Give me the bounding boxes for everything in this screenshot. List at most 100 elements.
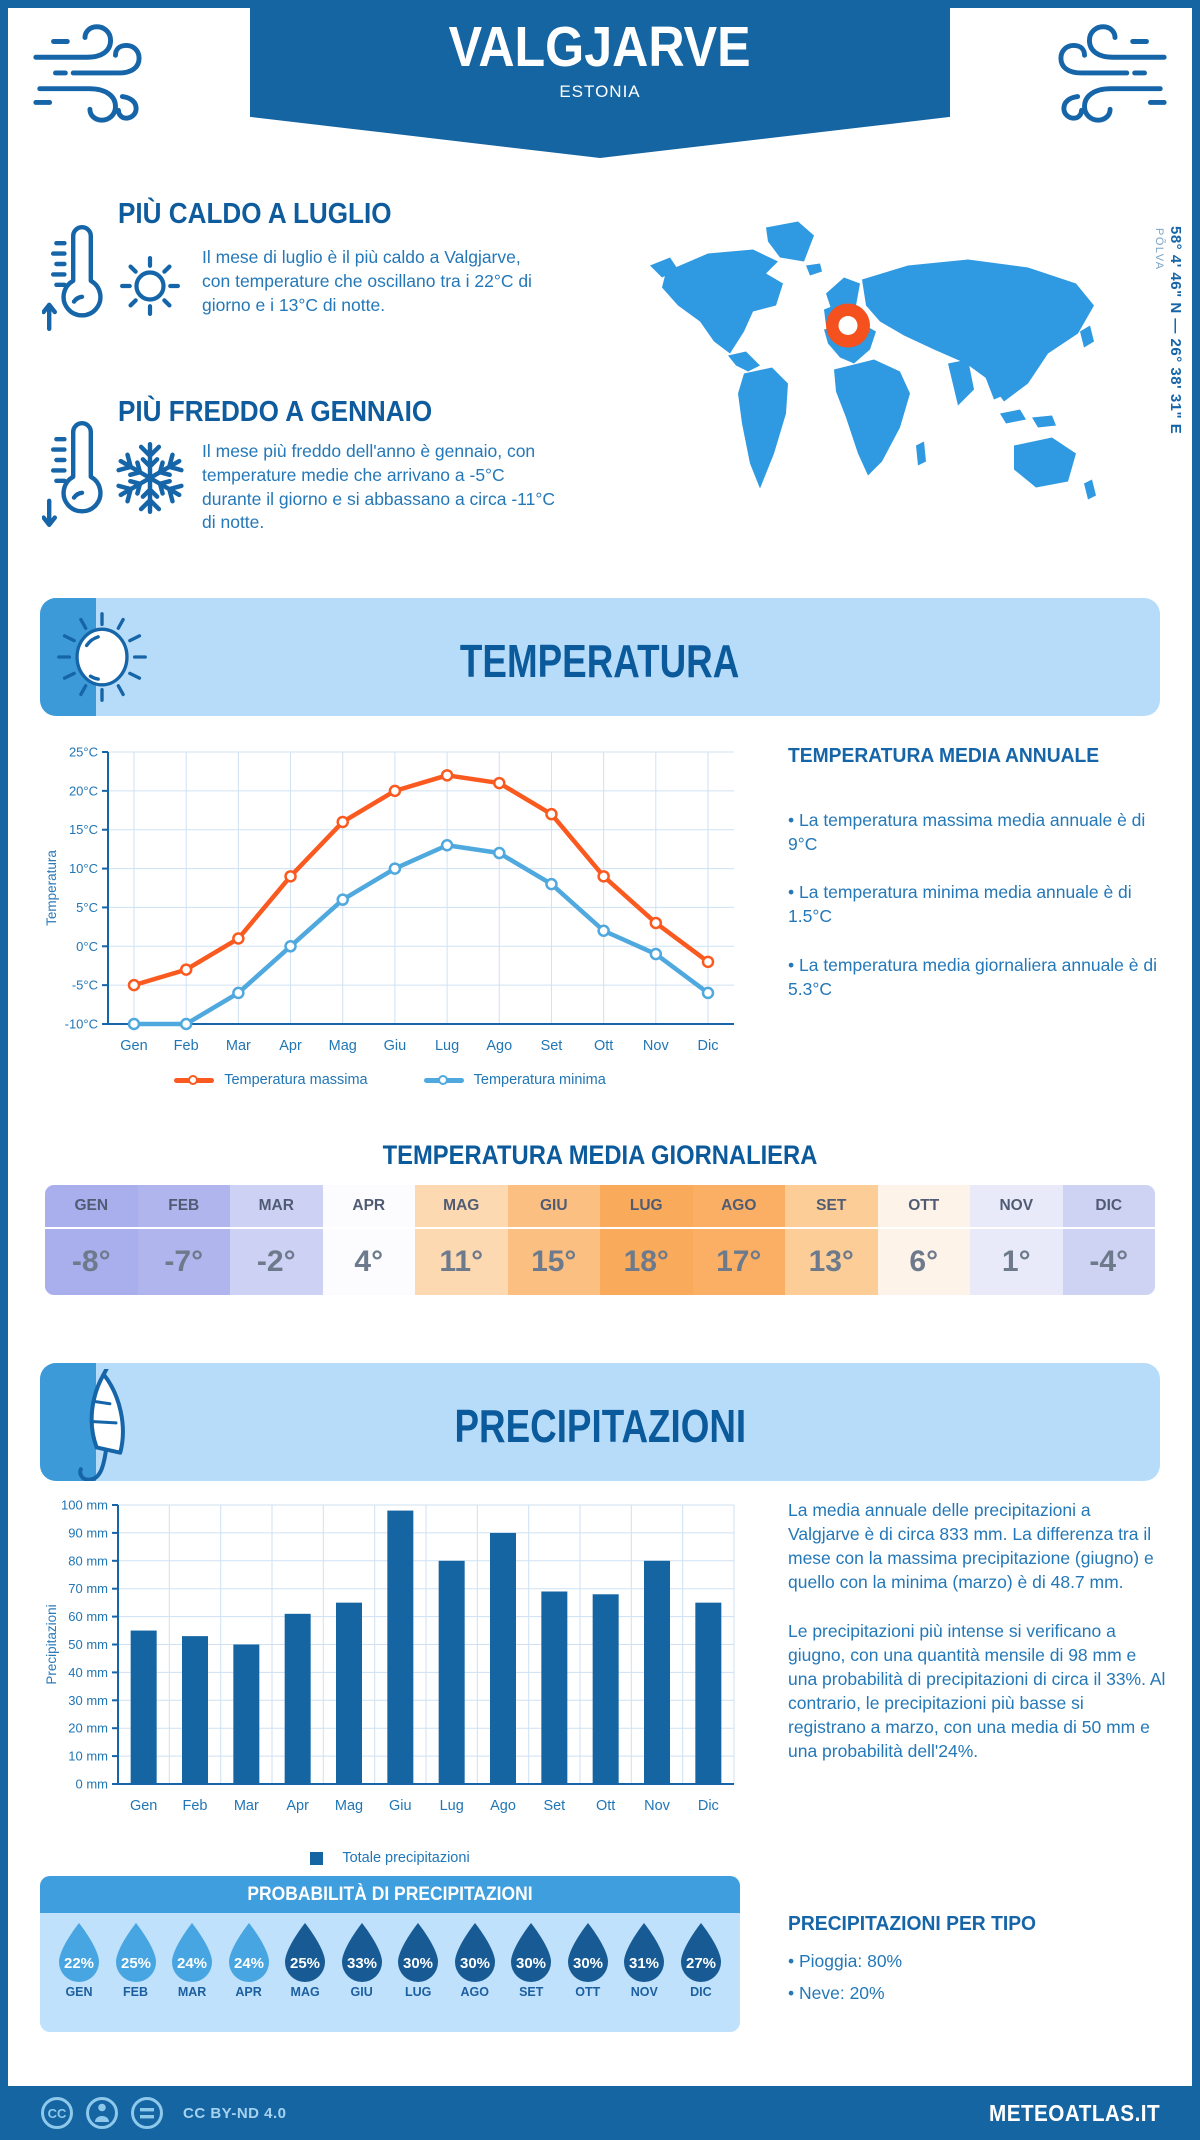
drop-month-label: FEB	[123, 1985, 149, 1999]
raindrop-icon: 27%	[680, 1923, 721, 1982]
svg-text:30 mm: 30 mm	[68, 1693, 108, 1708]
precip-legend-swatch	[310, 1851, 324, 1865]
month-cell: DIC -4°	[1062, 1185, 1155, 1295]
svg-text:25%: 25%	[121, 1955, 151, 1972]
svg-text:Nov: Nov	[644, 1798, 671, 1814]
month-label: NOV	[970, 1185, 1063, 1229]
page-title: VALGJARVE	[449, 15, 751, 79]
month-cell: LUG 18°	[600, 1185, 693, 1295]
svg-text:24%: 24%	[177, 1955, 207, 1972]
month-cell: OTT 6°	[877, 1185, 970, 1295]
svg-text:Apr: Apr	[286, 1798, 309, 1814]
probability-drop: 25% FEB	[109, 1921, 163, 1999]
month-value: 4°	[354, 1245, 384, 1278]
precip-probability-panel: PROBABILITÀ DI PRECIPITAZIONI 22% GEN 25% F…	[40, 1876, 740, 2032]
svg-text:Dic: Dic	[698, 1798, 719, 1814]
probability-drop: 31% NOV	[617, 1921, 671, 1999]
month-cell: GEN -8°	[45, 1185, 138, 1295]
svg-text:30%: 30%	[403, 1955, 433, 1972]
svg-text:27%: 27%	[686, 1955, 716, 1972]
raindrop-icon: 30%	[398, 1923, 439, 1982]
raindrop-icon: 30%	[454, 1923, 495, 1982]
probability-drop: 30% OTT	[561, 1921, 615, 1999]
svg-text:15°C: 15°C	[69, 822, 98, 837]
month-cell: MAG 11°	[415, 1185, 508, 1295]
svg-text:-5°C: -5°C	[72, 978, 98, 993]
precipitation-banner-accent	[40, 1363, 96, 1481]
svg-text:Lug: Lug	[440, 1798, 464, 1814]
thermometer-hot-icon	[42, 225, 103, 331]
drop-month-label: MAG	[290, 1985, 320, 1999]
legend-item: Temperatura massima	[174, 1072, 368, 1088]
svg-text:100 mm: 100 mm	[61, 1498, 108, 1513]
month-label: MAG	[415, 1185, 508, 1229]
svg-text:22%: 22%	[64, 1955, 94, 1972]
svg-text:Ott: Ott	[594, 1038, 613, 1054]
month-value: 15°	[531, 1245, 577, 1278]
month-cell: SET 13°	[785, 1185, 878, 1295]
precipitation-chart: 0 mm 10 mm 20 mm 30 mm 40 mm 50 mm 60 mm 70 mm 8…	[40, 1490, 740, 1840]
precipitation-types-title: PRECIPITAZIONI PER TIPO	[788, 1912, 1037, 1935]
region-label: PÕLVA	[1153, 228, 1165, 271]
cc-icon: CC	[41, 2097, 73, 2129]
annual-bullet: • La temperatura massima media annuale è…	[788, 810, 1146, 855]
location-marker	[826, 303, 870, 348]
umbrella-icon	[78, 1369, 125, 1481]
svg-text:31%: 31%	[629, 1955, 659, 1972]
probability-drop: 24% MAR	[165, 1921, 219, 1999]
svg-text:10 mm: 10 mm	[68, 1749, 108, 1764]
raindrop-icon: 31%	[624, 1923, 665, 1982]
svg-text:0°C: 0°C	[76, 939, 98, 954]
month-cell: NOV 1°	[970, 1185, 1063, 1295]
daily-average-title: TEMPERATURA MEDIA GIORNALIERA	[382, 1140, 818, 1170]
sun-icon	[120, 256, 180, 316]
svg-text:40 mm: 40 mm	[68, 1665, 108, 1680]
probability-drop: 24% APR	[222, 1921, 276, 1999]
month-value: -8°	[71, 1245, 111, 1278]
svg-text:Precipitazioni: Precipitazioni	[44, 1604, 59, 1684]
svg-text:30%: 30%	[460, 1955, 490, 1972]
svg-text:Feb: Feb	[174, 1038, 199, 1054]
month-value: 13°	[808, 1245, 854, 1278]
svg-text:Giu: Giu	[384, 1038, 407, 1054]
svg-text:5°C: 5°C	[76, 900, 98, 915]
world-map	[650, 221, 1096, 500]
svg-text:90 mm: 90 mm	[68, 1525, 108, 1540]
precip-probability-title: PROBABILITÀ DI PRECIPITAZIONI	[40, 1876, 740, 1913]
drop-month-label: GIU	[350, 1985, 373, 1999]
probability-drop: 30% LUG	[391, 1921, 445, 1999]
drop-month-label: AGO	[460, 1985, 489, 1999]
month-value: 17°	[716, 1245, 762, 1278]
drop-month-label: GEN	[65, 1985, 93, 1999]
month-cell: GIU 15°	[507, 1185, 600, 1295]
precipitation-section-title: PRECIPITAZIONI	[454, 1399, 746, 1452]
svg-text:Mag: Mag	[329, 1038, 357, 1054]
raindrop-icon: 25%	[285, 1923, 326, 1982]
month-label: MAR	[230, 1185, 323, 1229]
month-label: APR	[322, 1185, 415, 1229]
wind-icon	[33, 24, 142, 123]
legend-item: Temperatura minima	[423, 1072, 606, 1088]
svg-text:25°C: 25°C	[69, 745, 98, 760]
drop-month-label: DIC	[690, 1985, 712, 1999]
probability-drop: 30% SET	[504, 1921, 558, 1999]
svg-text:Gen: Gen	[130, 1798, 157, 1814]
svg-text:Dic: Dic	[698, 1038, 719, 1054]
svg-text:20°C: 20°C	[69, 783, 98, 798]
probability-drop: 27% DIC	[674, 1921, 728, 1999]
raindrop-icon: 22%	[59, 1923, 99, 1982]
svg-text:24%: 24%	[234, 1955, 264, 1972]
drop-month-label: SET	[519, 1985, 544, 1999]
month-label: OTT	[877, 1185, 970, 1229]
svg-text:Lug: Lug	[435, 1038, 459, 1054]
svg-text:Nov: Nov	[643, 1038, 670, 1054]
svg-text:60 mm: 60 mm	[68, 1609, 108, 1624]
license-label: CC BY-ND 4.0	[183, 2104, 287, 2122]
month-value: -4°	[1089, 1245, 1129, 1278]
svg-text:Temperatura: Temperatura	[44, 850, 59, 926]
svg-text:Mag: Mag	[335, 1798, 363, 1814]
month-label: GEN	[45, 1185, 138, 1229]
svg-text:Ott: Ott	[596, 1798, 615, 1814]
cold-title: PIÙ FREDDO A GENNAIO	[118, 396, 433, 428]
